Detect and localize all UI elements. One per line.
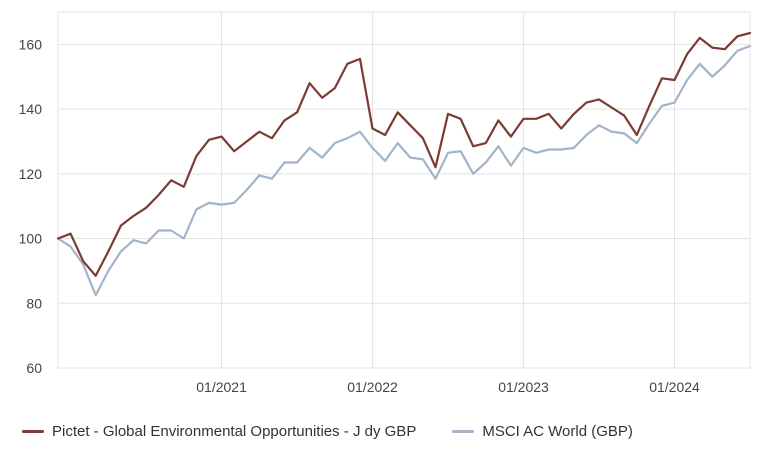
legend-swatch-msci: [452, 430, 475, 433]
x-tick-label: 01/2023: [498, 379, 549, 395]
legend-item-pictet[interactable]: Pictet - Global Environmental Opportunit…: [22, 423, 416, 440]
series-layer: [56, 31, 752, 297]
x-tick-label: 01/2021: [196, 379, 247, 395]
y-tick-label: 60: [26, 360, 42, 376]
series-line-pictet[interactable]: [56, 31, 752, 277]
legend-item-msci[interactable]: MSCI AC World (GBP): [452, 423, 633, 440]
legend: Pictet - Global Environmental Opportunit…: [22, 423, 633, 440]
y-tick-label: 160: [19, 36, 43, 52]
line-chart: 60 80 100 120 140 160 01/2021 01/2022 01/2023 01/…: [19, 11, 752, 395]
axis-layer: 60 80 100 120 140 160 01/2021 01/2022 01/2023 01/…: [19, 36, 700, 395]
y-tick-label: 120: [19, 166, 43, 182]
x-tick-label: 01/2022: [347, 379, 398, 395]
y-tick-label: 100: [19, 231, 43, 247]
y-tick-label: 80: [26, 295, 42, 311]
legend-label-pictet: Pictet - Global Environmental Opportunit…: [52, 423, 417, 440]
series-line-msci[interactable]: [56, 44, 752, 297]
grid-layer: [57, 11, 751, 369]
legend-swatch-pictet: [22, 430, 44, 433]
x-tick-label: 01/2024: [649, 379, 700, 395]
legend-label-msci: MSCI AC World (GBP): [482, 423, 633, 440]
y-tick-label: 140: [19, 101, 43, 117]
